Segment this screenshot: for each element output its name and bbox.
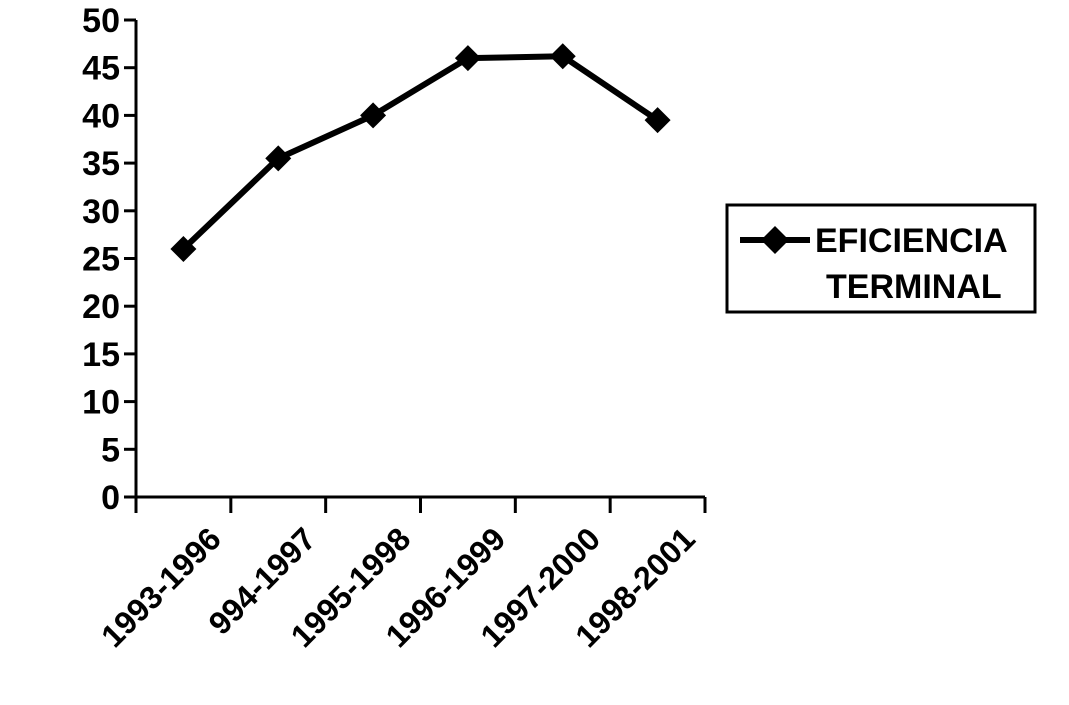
legend-diamond-marker xyxy=(761,226,789,254)
y-tick-label: 15 xyxy=(82,336,120,374)
data-point-marker xyxy=(170,235,197,262)
chart-axes xyxy=(124,18,707,513)
series-line xyxy=(181,53,660,252)
legend: EFICIENCIA TERMINAL xyxy=(725,203,1037,314)
legend-label-line-2: TERMINAL xyxy=(826,268,1002,306)
y-tick-label: 40 xyxy=(82,97,120,135)
y-tick-label: 20 xyxy=(82,288,120,326)
y-tick-label: 0 xyxy=(101,479,120,517)
y-tick-label: 30 xyxy=(82,193,120,231)
y-tick-label: 25 xyxy=(82,241,120,279)
y-tick-label: 45 xyxy=(82,50,120,88)
series-efficiency xyxy=(170,43,671,262)
data-point-marker xyxy=(454,45,481,72)
legend-box xyxy=(725,203,1037,314)
y-tick-label: 5 xyxy=(101,431,120,469)
data-point-marker xyxy=(265,145,292,172)
legend-label-line-1: EFICIENCIA xyxy=(815,222,1008,260)
data-point-marker xyxy=(360,102,387,129)
data-point-marker xyxy=(549,43,576,70)
y-tick-label: 10 xyxy=(82,384,120,422)
x-tick-label: 1993-1996 xyxy=(94,520,228,654)
y-axis-tick-labels: 0 5 10 15 20 25 30 35 40 45 50 xyxy=(82,2,120,517)
x-axis-tick-labels: 1993-1996994-19971995-19981996-19991997-… xyxy=(94,520,702,654)
y-tick-label: 35 xyxy=(82,145,120,183)
y-tick-label: 50 xyxy=(82,2,120,40)
data-point-marker xyxy=(644,107,671,134)
